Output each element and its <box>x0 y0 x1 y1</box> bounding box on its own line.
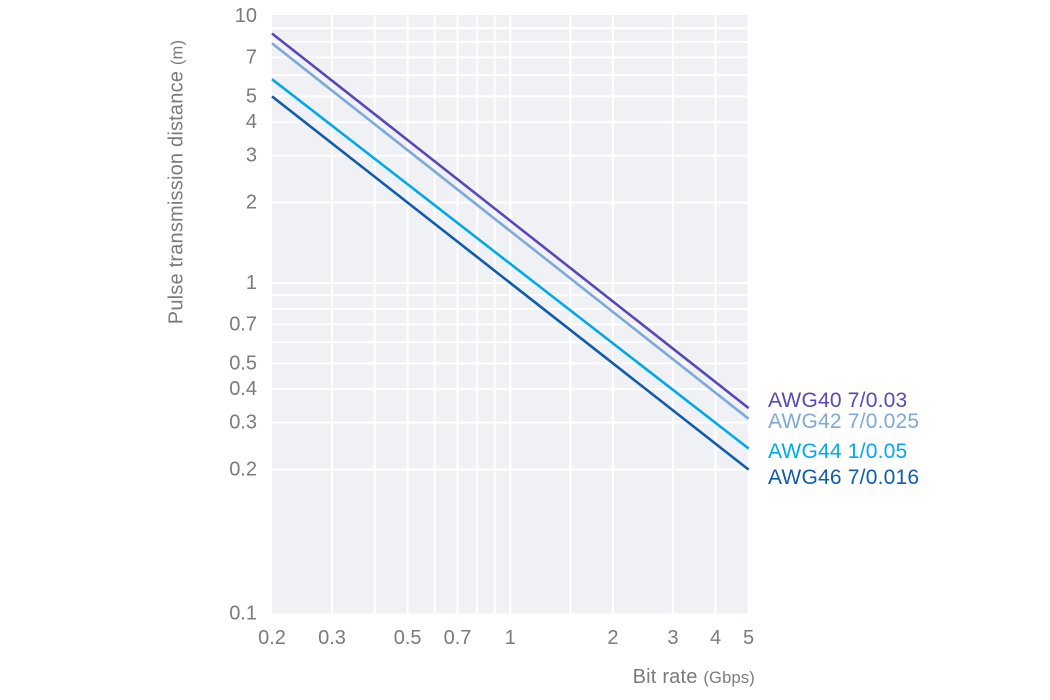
y-tick-label: 10 <box>235 5 257 27</box>
y-tick-label: 0.3 <box>229 412 257 434</box>
x-tick-label: 0.3 <box>318 627 346 649</box>
x-axis-title-unit: (Gbps) <box>703 669 755 687</box>
y-tick-label: 2 <box>246 192 257 214</box>
y-tick-label: 4 <box>246 111 257 133</box>
y-axis-title-text: Pulse transmission distance <box>165 70 188 325</box>
y-tick-label: 0.2 <box>229 459 257 481</box>
y-tick-label: 1 <box>246 272 257 294</box>
y-tick-label: 0.7 <box>229 313 257 335</box>
y-tick-label: 7 <box>246 46 257 68</box>
y-tick-label: 0.1 <box>229 603 257 625</box>
series-line-awg46 <box>271 95 750 471</box>
x-tick-label: 0.5 <box>394 627 422 649</box>
x-tick-label: 0.2 <box>258 627 286 649</box>
series-line-awg42 <box>271 42 750 420</box>
y-axis-title-unit: (m) <box>168 39 187 66</box>
x-tick-label: 4 <box>710 627 721 649</box>
y-tick-label: 5 <box>246 85 257 107</box>
y-tick-label: 0.5 <box>229 352 257 374</box>
x-tick-label: 2 <box>607 627 618 649</box>
x-tick-label: 1 <box>505 627 516 649</box>
x-tick-label: 3 <box>667 627 678 649</box>
x-tick-label: 5 <box>743 627 754 649</box>
x-axis-title: Bit rate (Gbps) <box>633 666 755 689</box>
y-axis-title: Pulse transmission distance (m) <box>166 40 189 324</box>
x-tick-label: 0.7 <box>444 627 472 649</box>
series-line-awg40 <box>271 32 750 410</box>
y-tick-label: 0.4 <box>229 378 257 400</box>
y-tick-label: 3 <box>246 145 257 167</box>
series-line-awg44 <box>271 78 750 450</box>
x-axis-title-text: Bit rate <box>632 666 698 688</box>
